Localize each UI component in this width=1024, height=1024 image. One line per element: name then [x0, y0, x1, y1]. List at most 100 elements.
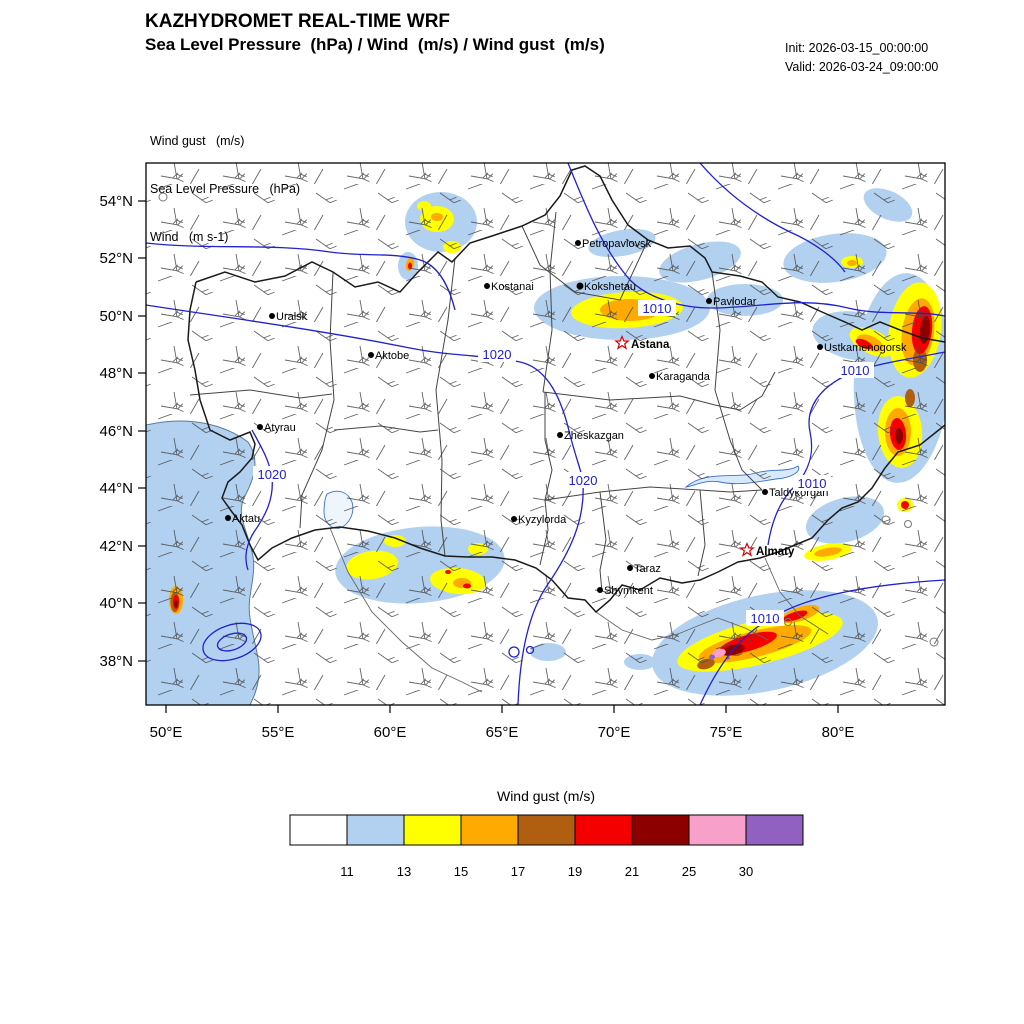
pressure-label: 1010	[638, 300, 676, 316]
city-marker	[817, 344, 823, 350]
city-label: Zheskazgan	[564, 430, 624, 442]
city-marker	[627, 565, 633, 571]
lon-tick-label: 50°E	[150, 724, 183, 741]
capital-star-icon	[614, 334, 630, 350]
capital-star-icon	[739, 541, 755, 557]
page-title: KAZHYDROMET REAL-TIME WRF	[145, 11, 451, 32]
colorbar-cell	[460, 814, 519, 846]
lon-tick-label: 65°E	[486, 724, 519, 741]
city-label: Karaganda	[656, 371, 711, 383]
city-astana: Astana	[614, 334, 670, 351]
city-label: Kostanai	[491, 281, 534, 293]
pressure-label-text: 1010	[751, 611, 780, 626]
pressure-label: 1010	[793, 475, 831, 491]
city-taraz: Taraz	[627, 563, 661, 575]
neighbor-borders	[329, 527, 829, 693]
city-label: Shymkent	[604, 585, 653, 597]
colorbar-tick-label: 30	[739, 864, 753, 879]
city-marker	[706, 298, 712, 304]
pressure-label-text: 1020	[483, 347, 512, 362]
pressure-labels-layer: 1010 1020 1010 1020 1020	[253, 300, 874, 626]
city-marker	[576, 282, 584, 290]
city-label: Kyzylorda	[518, 514, 567, 526]
city-marker	[484, 283, 490, 289]
lat-tick-label: 46°N	[99, 423, 133, 440]
city-marker	[597, 587, 603, 593]
city-label: Ustkamenogorsk	[824, 342, 907, 354]
city-ustkamenogorsk: Ustkamenogorsk	[817, 342, 907, 354]
colorbar-tick-label: 17	[511, 864, 525, 879]
colorbar-tick-label: 11	[340, 864, 354, 879]
city-aktau: Aktau	[225, 513, 260, 525]
city-pavlodar: Pavlodar	[706, 296, 757, 308]
valid-time-label: Valid: 2026-03-24_09:00:00	[785, 60, 939, 74]
city-marker	[557, 432, 563, 438]
lat-tick-label: 38°N	[99, 653, 133, 670]
city-label: Astana	[631, 339, 670, 351]
city-marker	[575, 240, 581, 246]
colorbar-cell	[574, 814, 633, 846]
city-almaty: Almaty	[739, 541, 795, 558]
pressure-label: 1020	[564, 472, 602, 488]
lon-axis: 50°E 55°E 60°E 65°E 70°E 75°E 80°E	[150, 705, 855, 741]
oblast-borders	[189, 211, 776, 593]
colorbar-cell	[346, 814, 405, 846]
lon-tick-label: 70°E	[598, 724, 631, 741]
city-karaganda: Karaganda	[649, 371, 711, 383]
lat-tick-label: 50°N	[99, 308, 133, 325]
lat-axis: 54°N 52°N 50°N 48°N 46°N 44°N 42°N 40°N …	[99, 193, 146, 670]
colorbar-tick-label: 25	[682, 864, 696, 879]
city-kyzylorda: Kyzylorda	[511, 514, 567, 526]
city-marker	[511, 516, 517, 522]
pressure-label-text: 1020	[569, 473, 598, 488]
city-label: Aktau	[232, 513, 260, 525]
city-uralsk: Uralsk	[269, 311, 308, 323]
layer-legend-gust: Wind gust (m/s)	[150, 134, 245, 148]
city-marker	[269, 313, 275, 319]
city-label: Uralsk	[276, 311, 308, 323]
lat-tick-label: 54°N	[99, 193, 133, 210]
lon-tick-label: 75°E	[710, 724, 743, 741]
lat-tick-label: 48°N	[99, 365, 133, 382]
city-petropavlovsk: Petropavlovsk	[575, 238, 652, 250]
pressure-label-text: 1020	[258, 467, 287, 482]
colorbar-cell	[631, 814, 690, 846]
lat-tick-label: 42°N	[99, 538, 133, 555]
colorbar-cell	[688, 814, 747, 846]
colorbar-title: Wind gust (m/s)	[497, 788, 595, 804]
pressure-label: 1010	[746, 610, 784, 626]
city-label: Taraz	[634, 563, 661, 575]
city-zheskazgan: Zheskazgan	[557, 430, 624, 442]
init-time-label: Init: 2026-03-15_00:00:00	[785, 41, 929, 55]
colorbar-tick-label: 19	[568, 864, 582, 879]
city-shymkent: Shymkent	[597, 585, 653, 597]
colorbar-cell	[289, 814, 348, 846]
pressure-label-text: 1010	[841, 363, 870, 378]
city-label: Almaty	[756, 546, 795, 558]
lon-tick-label: 60°E	[374, 724, 407, 741]
colorbar: Wind gust (m/s) 11 13 15 17 19 21 25 30	[289, 788, 804, 879]
city-marker	[368, 352, 374, 358]
lat-tick-label: 52°N	[99, 250, 133, 267]
city-marker	[257, 424, 263, 430]
colorbar-cell	[745, 814, 804, 846]
pressure-label: 1020	[478, 346, 516, 362]
city-label: Pavlodar	[713, 296, 757, 308]
pressure-label-text: 1010	[798, 476, 827, 491]
colorbar-cell	[403, 814, 462, 846]
city-kostanai: Kostanai	[484, 281, 534, 293]
country-border	[187, 165, 945, 614]
lon-tick-label: 80°E	[822, 724, 855, 741]
colorbar-tick-label: 21	[625, 864, 639, 879]
city-atyrau: Atyrau	[257, 422, 296, 434]
map-frame	[145, 162, 946, 706]
colorbar-tick-label: 15	[454, 864, 468, 879]
isobar-lines	[146, 163, 945, 705]
pressure-label-text: 1010	[643, 301, 672, 316]
calm-station-circles	[158, 192, 939, 647]
pressure-label: 1020	[253, 466, 291, 482]
cities-layer: Petropavlovsk Kostanai Kokshetau Pavloda…	[225, 238, 907, 597]
city-aktobe: Aktobe	[368, 350, 409, 362]
city-label: Petropavlovsk	[582, 238, 652, 250]
